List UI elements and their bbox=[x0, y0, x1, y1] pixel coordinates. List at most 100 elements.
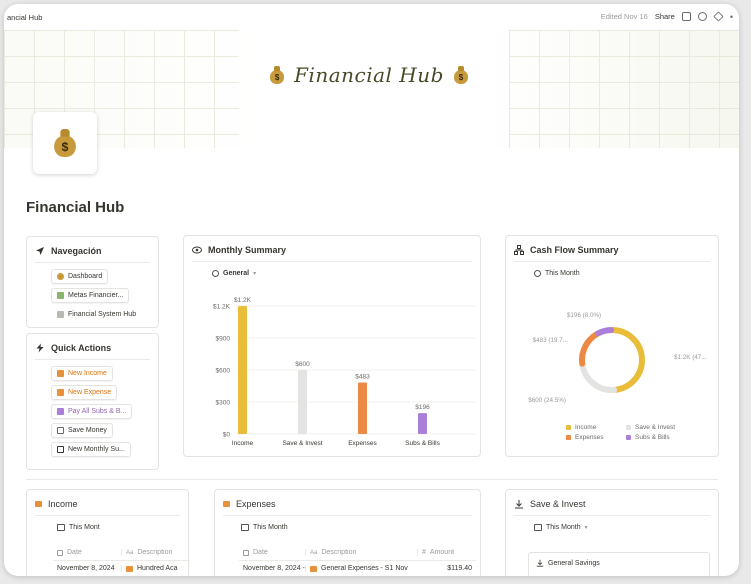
arrow-icon bbox=[36, 247, 44, 255]
page-title[interactable]: Financial Hub bbox=[26, 199, 125, 216]
nav-item-metas[interactable]: Metas Financier... bbox=[51, 288, 130, 303]
income-card: Income This Mont Date Aa Description Nove… bbox=[26, 489, 190, 576]
monthly-summary-card: Monthly Summary General ▾ $0 $300 $600 $900… bbox=[183, 235, 481, 457]
column-date[interactable]: Date bbox=[53, 549, 121, 556]
cash-icon bbox=[57, 370, 64, 377]
expenses-view-tab[interactable]: This Month bbox=[241, 524, 288, 531]
cell-description: Hundred Aca bbox=[121, 565, 190, 572]
text-icon: Aa bbox=[126, 549, 134, 556]
table-header: Date Aa Description bbox=[53, 545, 190, 561]
cash-icon bbox=[223, 501, 230, 507]
chart-icon bbox=[57, 292, 64, 299]
bar[interactable] bbox=[358, 382, 367, 434]
slice-label: $196 (8.0%) bbox=[567, 312, 601, 319]
quick-actions-card: Quick Actions New Income New Expense Pay… bbox=[26, 333, 159, 470]
table-row[interactable]: November 8, 2024 Hundred Aca bbox=[53, 561, 190, 576]
column-amount[interactable]: # Amount bbox=[417, 549, 476, 556]
data-label: $600 bbox=[295, 361, 310, 368]
bar[interactable] bbox=[298, 370, 307, 434]
income-table: Date Aa Description November 8, 2024 Hund… bbox=[53, 545, 190, 576]
slice-label: $600 (24.5%) bbox=[528, 397, 566, 404]
monthly-summary-title: Monthly Summary bbox=[208, 245, 287, 255]
x-tick-label: Income bbox=[232, 440, 254, 447]
table-icon bbox=[241, 524, 249, 531]
more-icon[interactable]: • bbox=[729, 11, 733, 22]
income-view-tab[interactable]: This Mont bbox=[57, 524, 100, 531]
new-monthly-summary-button[interactable]: New Monthly Su... bbox=[51, 442, 131, 457]
lightning-icon bbox=[36, 343, 44, 353]
banner-text: Financial Hub bbox=[294, 63, 444, 87]
cell-date: November 8, 2024 - bbox=[243, 565, 305, 572]
section-divider bbox=[26, 479, 718, 480]
bar[interactable] bbox=[238, 306, 247, 434]
bar[interactable] bbox=[418, 413, 427, 434]
share-button[interactable]: Share bbox=[654, 12, 675, 21]
quick-actions-header: Quick Actions bbox=[27, 334, 158, 353]
clock-icon bbox=[212, 270, 219, 277]
page-icon[interactable]: $ bbox=[33, 112, 97, 174]
y-tick-label: $1.2K bbox=[213, 304, 231, 311]
new-expense-button[interactable]: New Expense bbox=[51, 385, 118, 400]
slice-label: $1.2K (47... bbox=[674, 354, 707, 361]
edited-timestamp: Edited Nov 16 bbox=[600, 12, 648, 21]
cash-icon bbox=[35, 501, 42, 507]
grid-pattern bbox=[509, 30, 739, 148]
lock-icon bbox=[57, 311, 64, 318]
breadcrumb[interactable]: ancial Hub bbox=[7, 13, 43, 22]
calendar-icon bbox=[57, 549, 63, 556]
navigation-title: Navegación bbox=[51, 246, 102, 256]
save-invest-title: Save & Invest bbox=[530, 499, 586, 509]
monthly-summary-bar-chart: $0 $300 $600 $900 $1.2K$1.2K Income $600 Save &… bbox=[213, 297, 476, 447]
gallery-card-general-savings[interactable]: General Savings bbox=[528, 552, 710, 576]
calendar-icon bbox=[57, 446, 64, 453]
view-selector-this-month[interactable]: This Month bbox=[534, 270, 580, 277]
table-row[interactable]: November 8, 2024 - General Expenses - S1… bbox=[239, 561, 476, 576]
navigation-card: Navegación Dashboard Metas Financier... … bbox=[26, 236, 159, 328]
navigation-list: Dashboard Metas Financier... Financial S… bbox=[27, 263, 158, 322]
slice-label: $483 (19.7... bbox=[533, 337, 569, 344]
cash-flow-legend: Income Save & Invest Expenses Subs & Bil… bbox=[566, 424, 686, 441]
donut-slice[interactable] bbox=[579, 331, 600, 367]
donut-slice[interactable] bbox=[609, 327, 645, 393]
legend-item-save-invest: Save & Invest bbox=[626, 424, 686, 431]
data-label: $1.2K bbox=[234, 297, 252, 304]
donut-slice[interactable] bbox=[595, 327, 615, 337]
history-icon[interactable] bbox=[697, 12, 707, 21]
sitemap-icon bbox=[514, 245, 524, 255]
gallery-icon bbox=[534, 524, 542, 531]
y-tick-label: $600 bbox=[216, 368, 231, 375]
nav-item-financial-system-hub[interactable]: Financial System Hub bbox=[51, 307, 142, 322]
nav-item-dashboard[interactable]: Dashboard bbox=[51, 269, 109, 284]
money-bag-icon: $ bbox=[452, 65, 470, 85]
column-date[interactable]: Date bbox=[239, 549, 305, 556]
comment-icon[interactable] bbox=[681, 12, 691, 21]
y-tick-label: $900 bbox=[216, 336, 231, 343]
cash-icon bbox=[57, 389, 64, 396]
column-description[interactable]: Aa Description bbox=[305, 549, 417, 556]
x-tick-label: Expenses bbox=[348, 440, 377, 447]
save-money-button[interactable]: Save Money bbox=[51, 423, 113, 438]
gallery-card-title: General Savings bbox=[529, 553, 709, 567]
cash-flow-title: Cash Flow Summary bbox=[530, 245, 619, 255]
save-invest-card: Save & Invest This Month ▾ General Savin… bbox=[505, 489, 719, 576]
star-icon[interactable] bbox=[713, 11, 724, 22]
repeat-icon bbox=[57, 408, 64, 415]
view-selector-general[interactable]: General ▾ bbox=[212, 270, 256, 277]
clock-icon bbox=[534, 270, 541, 277]
quick-actions-list: New Income New Expense Pay All Subs & B.… bbox=[27, 360, 158, 457]
donut-slice[interactable] bbox=[579, 362, 618, 393]
expenses-title: Expenses bbox=[236, 499, 276, 509]
pay-subs-button[interactable]: Pay All Subs & B... bbox=[51, 404, 133, 419]
top-bar: ancial Hub Edited Nov 16 Share • bbox=[4, 4, 739, 30]
column-description[interactable]: Aa Description bbox=[121, 549, 190, 556]
money-bag-icon: $ bbox=[51, 128, 79, 159]
new-income-button[interactable]: New Income bbox=[51, 366, 113, 381]
download-icon bbox=[515, 500, 523, 509]
data-label: $196 bbox=[415, 404, 430, 411]
table-header: Date Aa Description # Amount bbox=[239, 545, 476, 561]
expenses-header: Expenses bbox=[215, 490, 480, 509]
data-label: $483 bbox=[355, 373, 370, 380]
save-invest-view-tab[interactable]: This Month ▾ bbox=[534, 524, 588, 531]
top-actions: Edited Nov 16 Share • bbox=[600, 11, 733, 22]
x-tick-label: Save & Invest bbox=[282, 440, 322, 447]
